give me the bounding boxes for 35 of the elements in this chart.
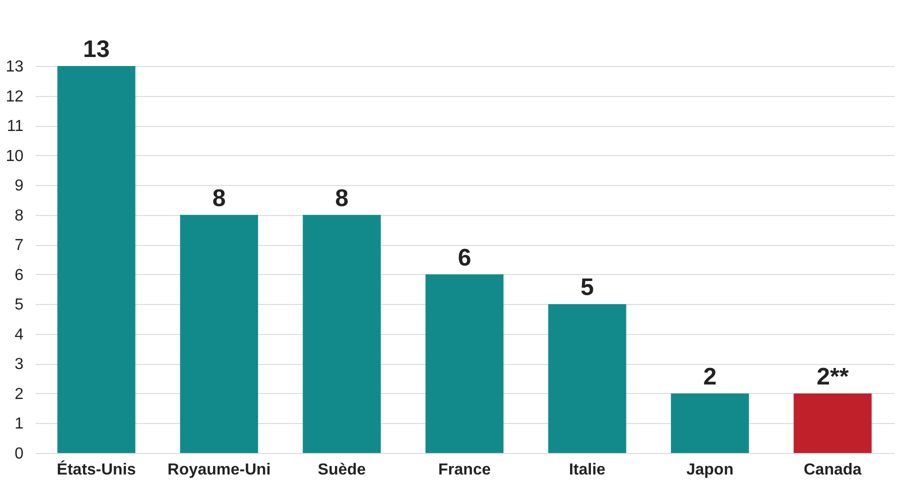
x-tick-label: Royaume-Uni xyxy=(168,462,271,478)
data-label: 5 xyxy=(580,274,594,302)
x-tick-label: Canada xyxy=(804,462,862,478)
x-tick-label: États-Unis xyxy=(56,460,136,478)
data-label: 2 xyxy=(703,363,717,390)
y-tick-label: 8 xyxy=(14,207,24,224)
y-tick-label: 11 xyxy=(6,118,24,136)
y-tick-label: 6 xyxy=(14,266,24,284)
bar xyxy=(180,214,258,453)
bar xyxy=(548,304,626,453)
data-label: 13 xyxy=(83,36,110,63)
bar xyxy=(302,214,381,453)
data-label: 6 xyxy=(458,244,472,272)
y-tick-label: 2 xyxy=(14,386,24,403)
y-tick-label: 4 xyxy=(14,326,24,344)
bar xyxy=(426,274,504,453)
x-tick-label: Italie xyxy=(568,462,606,478)
y-tick-label: 13 xyxy=(6,58,24,76)
y-tick-label: 10 xyxy=(6,148,24,165)
y-tick-label: 12 xyxy=(6,88,24,106)
bar xyxy=(794,393,872,453)
bar xyxy=(670,393,749,453)
y-tick-label: 1 xyxy=(14,416,24,433)
y-tick-label: 9 xyxy=(14,178,24,195)
y-tick-label: 3 xyxy=(14,356,24,374)
x-tick-label: Suède xyxy=(318,462,366,478)
data-label: 8 xyxy=(212,184,226,212)
x-tick-label: France xyxy=(438,462,491,478)
data-label: 2** xyxy=(816,363,850,390)
y-tick-label: 7 xyxy=(14,237,24,254)
x-tick-label: Japon xyxy=(686,462,734,478)
bar xyxy=(57,66,136,453)
y-tick-label: 5 xyxy=(14,296,24,314)
y-tick-label: 0 xyxy=(14,446,24,462)
data-label: 8 xyxy=(335,184,348,212)
